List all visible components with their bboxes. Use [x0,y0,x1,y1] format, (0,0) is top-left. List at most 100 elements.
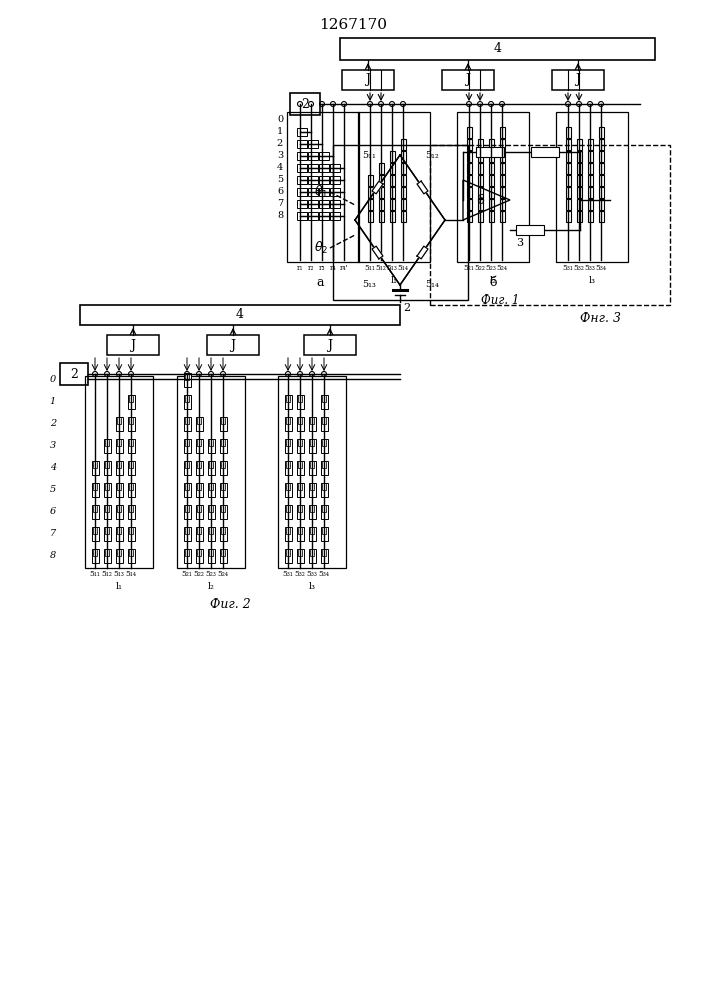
Bar [467,186,472,198]
Bar [358,112,430,262]
Bar [599,162,604,174]
Bar [60,363,88,385]
Bar [91,461,98,475]
Bar [477,138,482,149]
Bar [368,211,373,222]
Text: J: J [575,74,580,87]
Text: 8: 8 [277,212,283,221]
Bar [297,128,307,136]
Bar [400,186,406,198]
Bar [103,461,110,475]
Text: 7: 7 [276,200,283,209]
Text: J: J [465,74,470,87]
Bar [588,174,592,186]
Bar [308,461,315,475]
Bar [127,549,134,563]
Bar [477,211,482,222]
Bar [330,176,340,184]
Bar [516,225,544,235]
Bar [320,505,327,519]
Bar [115,505,122,519]
Bar [320,461,327,475]
Text: r₄: r₄ [329,264,337,272]
Bar [378,211,383,222]
Bar [115,483,122,497]
Text: r₂: r₂ [308,264,314,272]
Bar [308,439,315,453]
Bar [80,305,400,325]
Bar [184,483,190,497]
Bar [500,150,505,161]
Text: 5₃₁: 5₃₁ [283,570,293,578]
Bar [500,186,505,198]
Bar [390,211,395,222]
Bar [127,527,134,541]
Text: a: a [316,276,324,289]
Bar [296,527,303,541]
Text: 4: 4 [276,163,283,172]
Text: 5₂₂: 5₂₂ [194,570,204,578]
Text: 5₁₁: 5₁₁ [365,264,375,272]
Bar [308,212,318,220]
Bar [207,483,214,497]
Bar [588,138,592,149]
Bar [442,70,494,90]
Bar [308,417,315,431]
Bar [477,174,482,186]
Bar [103,527,110,541]
Text: J: J [327,338,332,352]
Bar [588,150,592,161]
Bar [319,164,329,172]
Bar [489,162,493,174]
Text: 1: 1 [49,397,56,406]
Bar [467,174,472,186]
Bar [599,174,604,186]
Bar [196,483,202,497]
Text: 5: 5 [277,176,283,184]
Bar [196,439,202,453]
Text: 5₃₂: 5₃₂ [573,264,585,272]
Text: 5₃₂: 5₃₂ [295,570,305,578]
Bar [320,527,327,541]
Polygon shape [417,181,428,194]
Bar [489,198,493,210]
Bar [103,505,110,519]
Text: r₃: r₃ [319,264,325,272]
Bar [219,417,226,431]
Bar [340,38,655,60]
Bar [588,186,592,198]
Bar [390,162,395,174]
Text: 5₁₁: 5₁₁ [90,570,100,578]
Text: б: б [489,276,497,289]
Bar [489,150,493,161]
Bar [599,211,604,222]
Bar [297,140,307,148]
Text: 5₃₄: 5₃₄ [318,570,329,578]
Text: 5₂₃: 5₂₃ [486,264,496,272]
Bar [566,138,571,149]
Bar [127,417,134,431]
Bar [219,549,226,563]
Polygon shape [372,246,383,259]
Bar [500,138,505,149]
Bar [566,174,571,186]
Bar [467,150,472,161]
Bar [477,162,482,174]
Text: 1: 1 [276,127,283,136]
Bar [467,211,472,222]
Text: 5₂₁: 5₂₁ [182,570,192,578]
Bar [320,395,327,409]
Text: l₁: l₁ [115,582,122,591]
Text: 2: 2 [70,367,78,380]
Bar [330,200,340,208]
Bar [219,527,226,541]
Bar [576,174,581,186]
Bar [297,188,307,196]
Bar [308,549,315,563]
Bar [115,549,122,563]
Text: $\theta_2$: $\theta_2$ [314,240,328,256]
Bar [207,439,214,453]
Text: 6: 6 [277,188,283,196]
Bar [207,335,259,355]
Bar [290,93,320,115]
